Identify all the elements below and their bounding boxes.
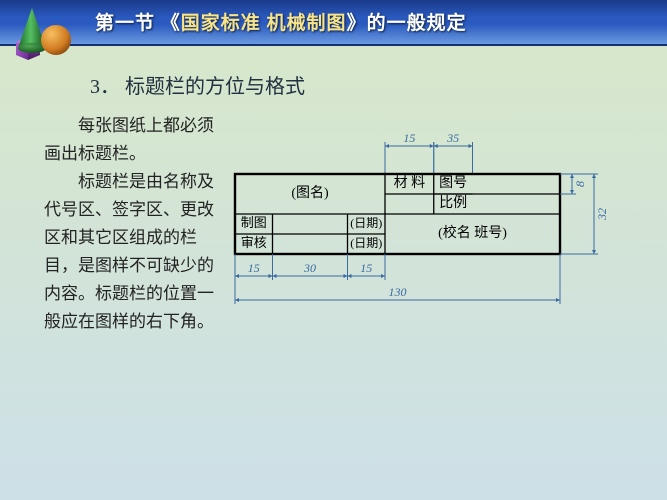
title-close: 》的一般规定 bbox=[347, 13, 467, 34]
svg-text:30: 30 bbox=[303, 261, 316, 275]
body-text: 每张图纸上都必须画出标题栏。 标题栏是由名称及代号区、签字区、更改区和其它区组成… bbox=[44, 112, 214, 336]
svg-text:15: 15 bbox=[360, 261, 372, 275]
svg-text:130: 130 bbox=[389, 285, 407, 299]
title-block-diagram: 15 35 (图名) 材 料图号比例制图 (日期) 审核 (日期) (校名 班号) 8 32 15 3… bbox=[225, 130, 655, 430]
svg-text:(日期): (日期) bbox=[350, 236, 382, 250]
svg-text:比例: 比例 bbox=[439, 195, 467, 211]
section-heading-text: 标题栏的方位与格式 bbox=[125, 76, 305, 98]
content-area: 3． 标题栏的方位与格式 每张图纸上都必须画出标题栏。 标题栏是由名称及代号区、… bbox=[0, 70, 667, 117]
svg-text:制图: 制图 bbox=[241, 215, 267, 230]
paragraph-1: 每张图纸上都必须画出标题栏。 bbox=[44, 112, 214, 168]
sphere-icon bbox=[41, 25, 71, 55]
svg-text:15: 15 bbox=[248, 261, 260, 275]
svg-text:15: 15 bbox=[403, 131, 415, 145]
banner: 第一节 《国家标准 机械制图》的一般规定 bbox=[0, 0, 667, 46]
svg-text:(日期): (日期) bbox=[350, 216, 382, 230]
svg-text:图号: 图号 bbox=[439, 176, 467, 191]
svg-text:(图名): (图名) bbox=[291, 185, 329, 201]
svg-text:材 料: 材 料 bbox=[394, 175, 426, 191]
section-number: 3． bbox=[90, 76, 120, 98]
paragraph-2: 标题栏是由名称及代号区、签字区、更改区和其它区组成的栏目，是图样不可缺少的内容。… bbox=[44, 168, 214, 336]
banner-title: 第一节 《国家标准 机械制图》的一般规定 bbox=[95, 8, 657, 35]
cone-icon bbox=[18, 8, 46, 53]
decorative-shapes bbox=[2, 2, 90, 62]
svg-text:8: 8 bbox=[573, 181, 587, 187]
section-heading: 3． 标题栏的方位与格式 bbox=[90, 70, 667, 99]
title-a: 国家标准 bbox=[181, 13, 261, 34]
svg-text:(校名 班号): (校名 班号) bbox=[438, 224, 507, 241]
title-b: 机械制图 bbox=[267, 13, 347, 34]
svg-text:审核: 审核 bbox=[241, 235, 267, 250]
svg-text:32: 32 bbox=[595, 208, 609, 221]
title-open: 《 bbox=[161, 13, 181, 34]
section-label: 第一节 bbox=[95, 13, 155, 34]
svg-text:35: 35 bbox=[446, 131, 459, 145]
